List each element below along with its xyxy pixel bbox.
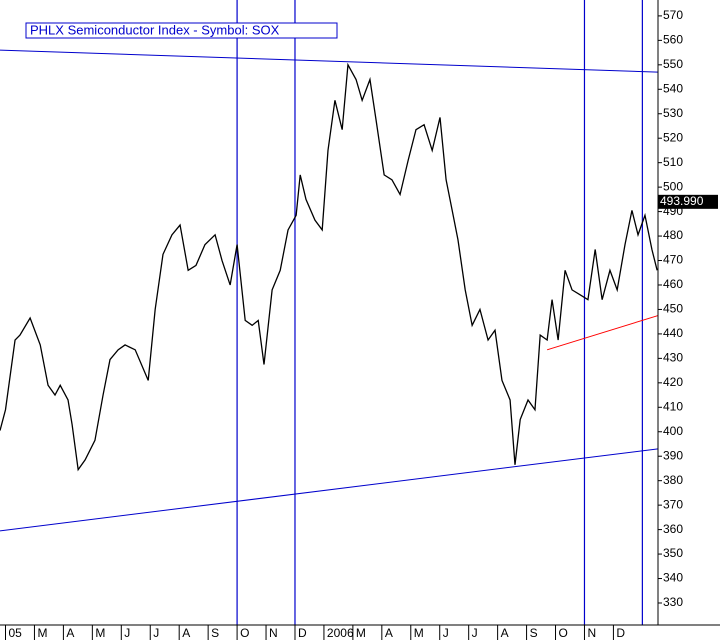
y-tick-label: 380 [663,473,683,487]
y-tick-label: 450 [663,302,683,316]
x-tick-label: S [530,626,538,640]
x-tick-label: A [385,626,393,640]
y-tick-label: 520 [663,130,683,144]
x-tick-label: N [269,626,278,640]
y-tick-label: 420 [663,375,683,389]
x-tick-label: 2006 [327,626,354,640]
x-tick-label: J [124,626,130,640]
x-tick-label: M [414,626,424,640]
y-tick-label: 530 [663,106,683,120]
y-tick-label: 480 [663,228,683,242]
x-tick-label: J [443,626,449,640]
x-tick-label: O [240,626,249,640]
trendline [0,49,659,73]
y-tick-label: 500 [663,179,683,193]
y-tick-label: 550 [663,57,683,71]
y-tick-label: 360 [663,522,683,536]
x-tick-label: A [182,626,190,640]
trendline [0,448,659,532]
price-marker-box [658,194,718,209]
price-marker-label: 493.990 [660,194,704,208]
x-tick-label: J [153,626,159,640]
x-tick-label: M [37,626,47,640]
y-tick-label: 370 [663,497,683,511]
x-tick-label: A [66,626,74,640]
x-tick-label: D [616,626,625,640]
trendline [546,315,659,351]
title-box [25,22,338,39]
x-tick-label: 05 [9,626,23,640]
y-tick-label: 560 [663,33,683,47]
y-tick-label: 390 [663,448,683,462]
y-tick-label: 570 [663,8,683,22]
chart-title: PHLX Semiconductor Index - Symbol: SOX [30,22,280,37]
y-tick-label: 440 [663,326,683,340]
y-tick-label: 470 [663,253,683,267]
y-tick-label: 340 [663,571,683,585]
y-tick-label: 460 [663,277,683,291]
y-tick-label: 510 [663,155,683,169]
x-tick-label: A [501,626,509,640]
x-tick-label: M [356,626,366,640]
price-line [0,62,658,472]
x-tick-label: N [587,626,596,640]
y-tick-label: 410 [663,399,683,413]
x-tick-label: S [211,626,219,640]
x-tick-label: D [298,626,307,640]
y-tick-label: 330 [663,595,683,609]
y-tick-label: 400 [663,424,683,438]
x-tick-label: J [472,626,478,640]
plot-area [0,0,659,625]
y-tick-label: 540 [663,81,683,95]
x-tick-label: O [559,626,568,640]
x-tick-label: M [95,626,105,640]
y-tick-label: 430 [663,351,683,365]
y-tick-label: 350 [663,546,683,560]
